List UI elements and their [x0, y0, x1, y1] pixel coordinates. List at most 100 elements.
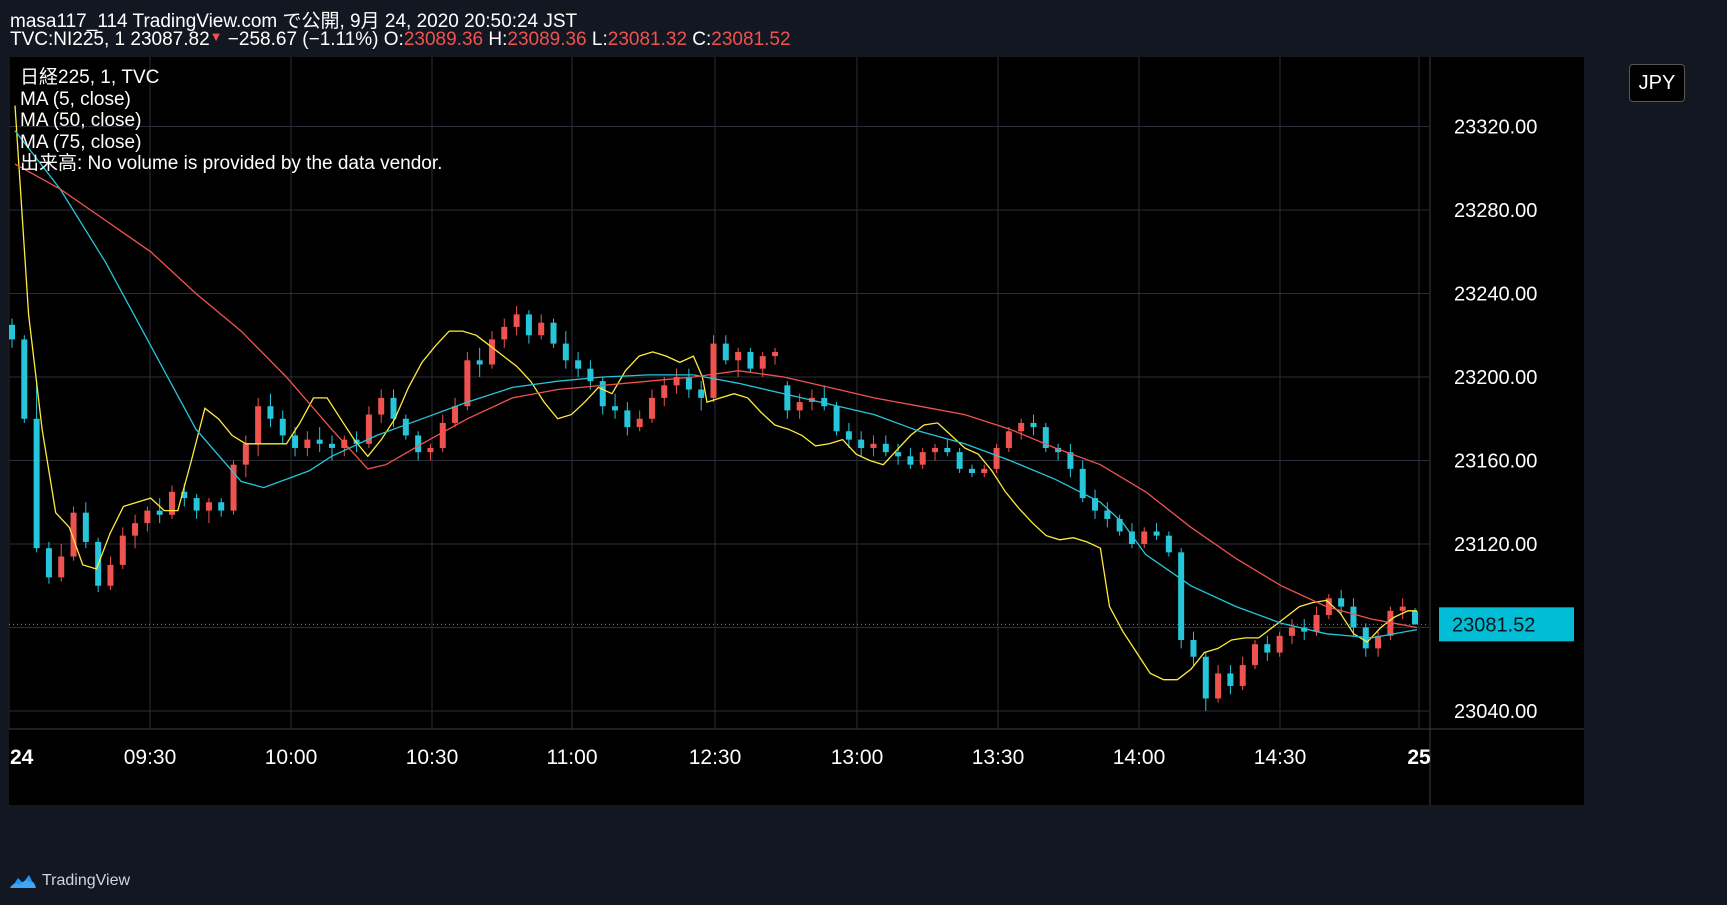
- candle-body: [1387, 610, 1394, 636]
- candle-body: [1092, 498, 1099, 511]
- candle-body: [415, 435, 422, 453]
- candle-body: [267, 406, 274, 419]
- candle-body: [956, 452, 963, 469]
- ma75-line: [14, 163, 1418, 629]
- price-chart[interactable]: 23040.0023080.0023120.0023160.0023200.00…: [9, 57, 1584, 805]
- y-tick-label: 23040.00: [1454, 701, 1537, 723]
- open-label: O:: [383, 29, 404, 50]
- candle-body: [316, 439, 323, 444]
- candle-body: [1252, 644, 1259, 666]
- candle-body: [1338, 598, 1345, 607]
- brand-text: TradingView: [42, 872, 131, 889]
- candle-body: [304, 439, 311, 448]
- candle-body: [107, 564, 114, 586]
- x-tick-label: 10:00: [265, 746, 318, 769]
- x-tick-label: 10:30: [406, 746, 459, 769]
- candle-body: [45, 548, 52, 578]
- candle-body: [501, 326, 508, 340]
- x-tick-label: 11:00: [547, 746, 598, 769]
- candle-body: [1350, 606, 1357, 628]
- candle-body: [1301, 627, 1308, 632]
- ma50-line: [14, 130, 1418, 639]
- candle-body: [488, 339, 495, 365]
- candle-body: [550, 322, 557, 344]
- chart-area[interactable]: 23040.0023080.0023120.0023160.0023200.00…: [9, 57, 1584, 805]
- y-tick-label: 23280.00: [1454, 200, 1537, 222]
- candle-body: [1227, 673, 1234, 686]
- candle-body: [292, 435, 299, 448]
- candle-body: [747, 351, 754, 369]
- candle-body: [1375, 635, 1382, 649]
- candle-body: [575, 360, 582, 369]
- candle-body: [1215, 673, 1222, 699]
- y-tick-label: 23320.00: [1454, 117, 1537, 139]
- legend-title: 日経225, 1, TVC: [20, 67, 160, 88]
- candle-body: [993, 447, 1000, 469]
- x-tick-label: 12:30: [689, 746, 742, 769]
- legend-ma50[interactable]: MA (50, close): [20, 110, 142, 131]
- ma5-line: [14, 105, 1417, 681]
- candle-body: [9, 324, 15, 340]
- last-price-label: 23081.52: [1452, 614, 1535, 636]
- cloud-logo-icon: [10, 875, 36, 888]
- candle-body: [599, 381, 606, 407]
- low-label: L:: [591, 29, 608, 50]
- candle-body: [464, 360, 471, 407]
- candle-body: [759, 356, 766, 369]
- candle-body: [378, 397, 385, 415]
- candle-body: [870, 443, 877, 448]
- candle-body: [1030, 422, 1037, 428]
- legend-ma5[interactable]: MA (5, close): [20, 88, 131, 110]
- candle-body: [181, 491, 188, 499]
- publish-info: masa117_114 TradingView.com で公開, 9月 24, …: [10, 11, 578, 32]
- candle-body: [1116, 518, 1123, 532]
- candle-body: [845, 431, 852, 440]
- currency-button[interactable]: JPY: [1629, 64, 1685, 102]
- candle-body: [1042, 427, 1049, 448]
- candle-body: [919, 452, 926, 465]
- candle-body: [882, 443, 889, 453]
- candle-body: [673, 377, 680, 386]
- candle-body: [255, 406, 262, 444]
- candle-body: [636, 418, 643, 428]
- candle-body: [784, 385, 791, 411]
- candle-body: [119, 535, 126, 565]
- tradingview-logo[interactable]: TradingView: [8, 872, 130, 890]
- high-label: H:: [488, 29, 508, 50]
- y-tick-label: 23240.00: [1454, 284, 1537, 306]
- candle-body: [895, 452, 902, 457]
- candle-body: [685, 377, 692, 390]
- candle-body: [21, 339, 28, 419]
- candle-body: [218, 502, 225, 511]
- candle-body: [821, 397, 828, 407]
- chart-legend: 日経225, 1, TVC MA (5, close) MA (50, clos…: [20, 67, 442, 175]
- candle-body: [168, 491, 175, 515]
- candle-body: [1153, 531, 1160, 536]
- candle-body: [513, 314, 520, 327]
- candle-body: [33, 418, 40, 549]
- x-tick-label: 24: [10, 746, 34, 769]
- candle-body: [205, 502, 212, 511]
- x-tick-label: 13:00: [831, 746, 884, 769]
- candle-body: [968, 468, 975, 474]
- candle-body: [525, 314, 532, 336]
- candle-body: [1055, 447, 1062, 453]
- last-price-tag: [1439, 607, 1574, 642]
- candle-body: [1288, 627, 1295, 636]
- candle-body: [587, 368, 594, 382]
- candle-body: [144, 510, 151, 524]
- candle-body: [427, 447, 434, 453]
- open-value: 23089.36: [403, 29, 484, 50]
- legend-ma75[interactable]: MA (75, close): [20, 131, 142, 153]
- candle-body: [439, 422, 446, 448]
- candle-body: [538, 322, 545, 336]
- candle-body: [82, 512, 89, 542]
- candle-body: [279, 418, 286, 436]
- candle-body: [1399, 606, 1406, 611]
- candle-body: [1128, 531, 1135, 544]
- candle-body: [70, 512, 77, 557]
- candle-body: [796, 402, 803, 411]
- price-change: −258.67 (−1.11%): [227, 29, 379, 50]
- candle-body: [833, 406, 840, 432]
- y-tick-label: 23160.00: [1454, 451, 1537, 473]
